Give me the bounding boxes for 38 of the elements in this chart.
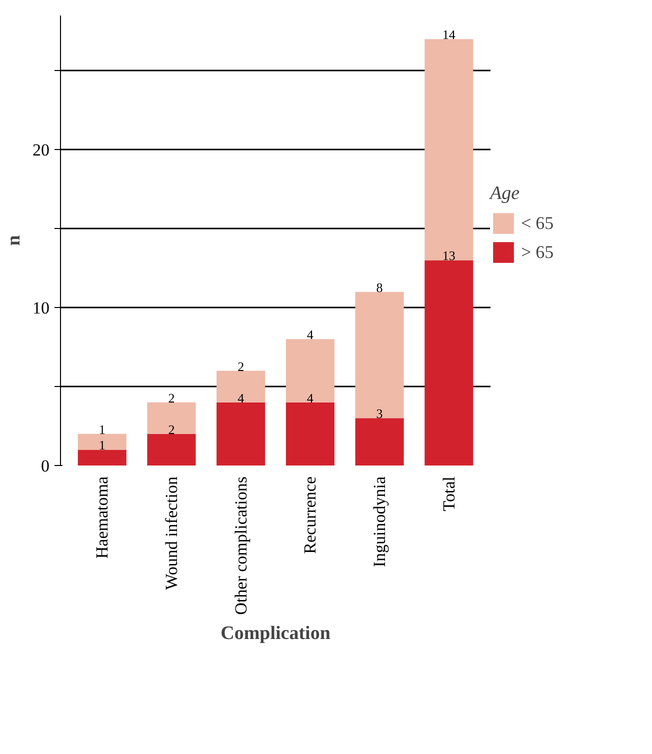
- x-tick-label: Total: [439, 476, 458, 512]
- data-label: 1: [98, 438, 106, 453]
- y-tick-label: 10: [32, 298, 50, 318]
- bar: [78, 434, 126, 450]
- data-label: 4: [306, 390, 314, 406]
- x-tick-label: Other complications: [231, 476, 250, 615]
- data-label: 2: [168, 390, 175, 406]
- y-axis-title: n: [4, 234, 24, 246]
- x-axis-title: Complication: [220, 622, 331, 644]
- y-tick-label: 20: [32, 140, 50, 160]
- bar: [147, 402, 196, 434]
- data-label: 2: [238, 358, 244, 374]
- data-label: 1: [98, 422, 106, 437]
- legend-title: Age: [490, 183, 521, 205]
- data-label: 4: [238, 390, 245, 406]
- x-tick-label: Inguinodynia: [370, 476, 390, 568]
- legend-label: < 65: [521, 212, 555, 234]
- bar: [78, 450, 126, 466]
- bar: [355, 292, 404, 418]
- bar: [424, 260, 474, 466]
- data-label: 13: [442, 248, 456, 264]
- bar: [355, 418, 404, 466]
- bar: [216, 402, 266, 466]
- y-tick-label: 0: [41, 456, 50, 476]
- bar: [286, 402, 334, 466]
- x-tick-label: Wound infection: [162, 476, 181, 590]
- bar: [216, 370, 266, 402]
- data-label: 4: [306, 327, 314, 342]
- data-label: 14: [442, 27, 456, 42]
- bar: [424, 39, 474, 260]
- data-label: 8: [376, 280, 383, 295]
- legend-label: > 65: [521, 242, 555, 262]
- x-tick-label: Recurrence: [300, 476, 320, 554]
- bar: [286, 339, 334, 402]
- bar: [147, 434, 196, 466]
- x-tick-label: Haematoma: [92, 476, 112, 559]
- data-label: 2: [168, 422, 175, 437]
- data-label: 3: [376, 406, 383, 422]
